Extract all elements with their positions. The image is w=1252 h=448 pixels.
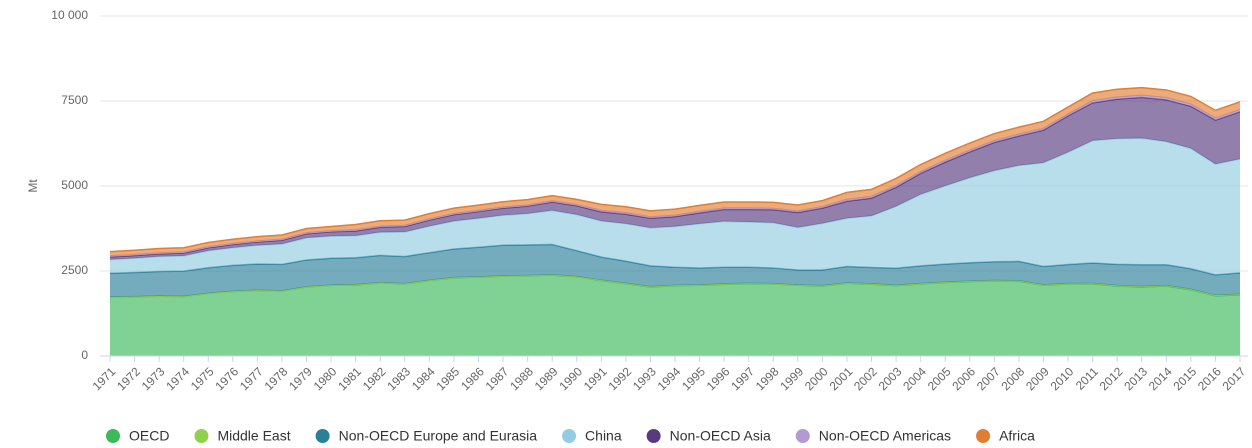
legend-marker <box>562 429 577 443</box>
x-tick-label: 1997 <box>728 364 757 393</box>
legend-marker <box>315 429 330 443</box>
x-tick-label: 1973 <box>139 364 168 393</box>
x-tick-label: 1996 <box>704 364 733 393</box>
area-line <box>109 86 1241 253</box>
x-tick-label: 2008 <box>998 364 1027 393</box>
area <box>110 138 1240 275</box>
y-tick-label: 5000 <box>61 178 88 192</box>
x-tick-label: 1980 <box>311 364 340 393</box>
x-tick-label: 1994 <box>655 364 684 393</box>
x-tick-label: 1971 <box>90 364 119 393</box>
y-tick-label: 7500 <box>61 93 88 107</box>
area <box>110 275 1240 356</box>
legend-marker <box>194 429 209 443</box>
x-tick-label: 1988 <box>507 364 536 393</box>
x-tick-label: 2010 <box>1048 364 1077 393</box>
x-tick-label: 1987 <box>483 364 512 393</box>
x-tick-label: 2012 <box>1097 364 1126 393</box>
x-tick-label: 1991 <box>581 364 610 393</box>
legend-label: Non-OECD Asia <box>670 428 771 444</box>
x-tick-label: 2017 <box>1220 364 1249 393</box>
x-tick-label: 1977 <box>237 364 266 393</box>
legend-label: Non-OECD Americas <box>819 428 951 444</box>
area <box>110 97 1240 260</box>
x-tick-label: 2009 <box>1023 364 1052 393</box>
x-tick-label: 1983 <box>384 364 413 393</box>
legend-label: OECD <box>129 428 169 444</box>
legend-marker <box>795 429 810 443</box>
x-tick-label: 1995 <box>679 364 708 393</box>
legend-marker <box>646 429 661 443</box>
x-tick-label: 2003 <box>876 364 905 393</box>
x-tick-label: 2004 <box>900 364 929 393</box>
legend-marker <box>976 429 991 443</box>
x-tick-label: 1989 <box>532 364 561 393</box>
x-tick-label: 1981 <box>335 364 364 393</box>
y-tick-label: 2500 <box>61 263 88 277</box>
x-tick-label: 1972 <box>114 364 143 393</box>
x-tick-label: 2000 <box>802 364 831 393</box>
y-axis-label: Mt <box>26 179 40 193</box>
x-tick-label: 2016 <box>1195 364 1224 393</box>
x-tick-label: 1976 <box>212 364 241 393</box>
x-tick-label: 2015 <box>1170 364 1199 393</box>
x-tick-label: 1982 <box>360 364 389 393</box>
x-tick-label: 1999 <box>777 364 806 393</box>
y-tick-label: 0 <box>81 348 88 362</box>
y-tick-label: 10 000 <box>51 8 88 22</box>
x-tick-label: 2005 <box>925 364 954 393</box>
x-tick-label: 1979 <box>286 364 315 393</box>
legend-label: China <box>585 428 622 444</box>
legend-label: Non-OECD Europe and Eurasia <box>339 428 538 444</box>
x-tick-label: 1993 <box>630 364 659 393</box>
x-tick-label: 2011 <box>1073 364 1101 392</box>
legend-label: Middle East <box>217 428 290 444</box>
x-tick-label: 2007 <box>974 364 1003 393</box>
x-tick-label: 1975 <box>188 364 217 393</box>
x-tick-label: 1978 <box>262 364 291 393</box>
x-tick-label: 2001 <box>827 364 856 393</box>
x-tick-label: 2014 <box>1146 364 1175 393</box>
legend-label: Africa <box>999 428 1035 444</box>
x-tick-label: 1984 <box>409 364 438 393</box>
legend-marker <box>106 429 120 443</box>
x-tick-label: 1986 <box>458 364 487 393</box>
x-tick-label: 1992 <box>605 364 634 393</box>
x-tick-label: 1990 <box>556 364 585 393</box>
x-tick-label: 1985 <box>433 364 462 393</box>
x-tick-label: 2013 <box>1121 364 1150 393</box>
x-tick-label: 1998 <box>753 364 782 393</box>
x-tick-label: 2002 <box>851 364 880 393</box>
x-tick-label: 2006 <box>949 364 978 393</box>
x-tick-label: 1974 <box>163 364 192 393</box>
area <box>110 244 1240 298</box>
